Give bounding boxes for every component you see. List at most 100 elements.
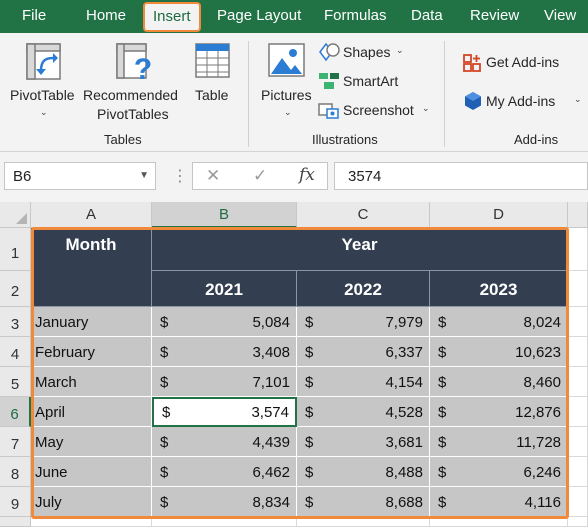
value-cell[interactable]: $5,084 [152,307,297,337]
row-header-8[interactable]: 8 [0,457,31,487]
select-all-icon [16,213,27,224]
select-all-button[interactable] [0,202,31,228]
tab-file[interactable]: File [22,7,47,24]
row-header-6[interactable]: 6 [0,397,31,427]
value-cell[interactable]: $4,116 [430,487,568,517]
value-cell[interactable]: $3,681 [297,427,430,457]
month-cell[interactable]: February [31,337,152,367]
month-cell[interactable]: April [31,397,152,427]
empty-cell[interactable] [430,517,568,527]
enter-check-icon[interactable]: ✓ [253,166,268,185]
empty-cell[interactable] [31,517,152,527]
month-cell[interactable]: June [31,457,152,487]
pictures-dropdown-icon[interactable]: ⌄ [284,107,292,117]
empty-cell[interactable] [568,337,588,367]
row-header-3[interactable]: 3 [0,307,31,337]
year-2023-header-cell[interactable]: 2023 [430,271,568,307]
empty-cell[interactable] [568,517,588,527]
month-cell[interactable]: May [31,427,152,457]
row-header-9[interactable]: 9 [0,487,31,517]
ribbon-separator [248,41,249,147]
tab-review[interactable]: Review [470,7,520,24]
value-cell[interactable]: $8,488 [297,457,430,487]
currency-symbol: $ [160,314,169,331]
month-name: May [35,434,64,451]
empty-cell[interactable] [568,271,588,307]
shapes-dropdown-icon[interactable]: ⌄ [396,45,404,55]
tab-home[interactable]: Home [86,7,127,24]
year-2022-header-cell[interactable]: 2022 [297,271,430,307]
month-name: January [35,314,89,331]
value-cell[interactable]: $7,101 [152,367,297,397]
value-cell[interactable]: $10,623 [430,337,568,367]
year-2021-header-cell[interactable]: 2021 [152,271,297,307]
column-header-c[interactable]: C [297,202,430,228]
currency-symbol: $ [305,404,314,421]
row-header-5[interactable]: 5 [0,367,31,397]
column-header-extra[interactable] [568,202,588,228]
value-cell[interactable]: $11,728 [430,427,568,457]
currency-symbol: $ [160,464,169,481]
month-cell[interactable]: January [31,307,152,337]
active-cell[interactable]: $3,574 [152,397,297,427]
value-cell[interactable]: $4,154 [297,367,430,397]
cell-value: 8,024 [523,314,561,331]
row-header-extra[interactable] [0,517,31,527]
insert-function-icon[interactable]: fx [299,165,315,185]
currency-symbol: $ [438,494,447,511]
value-cell[interactable]: $8,460 [430,367,568,397]
tab-view[interactable]: View [544,7,577,24]
currency-symbol: $ [305,314,314,331]
cancel-icon[interactable]: ✕ [206,166,221,185]
screenshot-dropdown-icon[interactable]: ⌄ [422,103,430,113]
row-header-1[interactable]: 1 [0,228,31,271]
empty-cell[interactable] [568,307,588,337]
value-cell[interactable]: $6,246 [430,457,568,487]
tab-formulas[interactable]: Formulas [324,7,387,24]
cell-value: 7,979 [385,314,423,331]
column-header-b[interactable]: B [152,202,297,228]
value-cell[interactable]: $12,876 [430,397,568,427]
value-cell[interactable]: $4,528 [297,397,430,427]
year-header-cell[interactable]: Year [152,228,568,271]
my-addins-dropdown-icon[interactable]: ⌄ [574,94,582,104]
month-header-cell[interactable]: Month [31,228,152,307]
empty-cell[interactable] [297,517,430,527]
column-header-d[interactable]: D [430,202,568,228]
month-cell[interactable]: March [31,367,152,397]
my-addins-icon [465,92,481,110]
value-cell[interactable]: $6,337 [297,337,430,367]
row-header-7[interactable]: 7 [0,427,31,457]
empty-cell[interactable] [568,228,588,271]
pivottable-dropdown-icon[interactable]: ⌄ [40,107,48,117]
tab-data[interactable]: Data [411,7,443,24]
name-box[interactable]: B6 ▼ [4,162,156,190]
month-name: February [35,344,96,361]
formula-bar-resize-handle[interactable]: ⋮ [172,168,188,185]
name-box-dropdown-icon[interactable]: ▼ [139,170,149,181]
currency-symbol: $ [305,374,314,391]
empty-cell[interactable] [568,367,588,397]
tab-insert[interactable]: Insert [143,2,201,32]
cell-value: 8,488 [385,464,423,481]
value-cell[interactable]: $8,688 [297,487,430,517]
column-header-a[interactable]: A [31,202,152,228]
row-header-4[interactable]: 4 [0,337,31,367]
value-cell[interactable]: $8,024 [430,307,568,337]
value-cell[interactable]: $7,979 [297,307,430,337]
empty-cell[interactable] [152,517,297,527]
value-cell[interactable]: $8,834 [152,487,297,517]
cell-value: 8,460 [523,374,561,391]
formula-input[interactable]: 3574 [334,162,588,190]
empty-cell[interactable] [568,397,588,427]
tab-page-layout[interactable]: Page Layout [217,7,302,24]
value-cell[interactable]: $6,462 [152,457,297,487]
value-cell[interactable]: $4,439 [152,427,297,457]
empty-cell[interactable] [568,457,588,487]
smartart-label: SmartArt [343,73,399,89]
row-header-2[interactable]: 2 [0,271,31,307]
empty-cell[interactable] [568,427,588,457]
empty-cell[interactable] [568,487,588,517]
month-cell[interactable]: July [31,487,152,517]
value-cell[interactable]: $3,408 [152,337,297,367]
